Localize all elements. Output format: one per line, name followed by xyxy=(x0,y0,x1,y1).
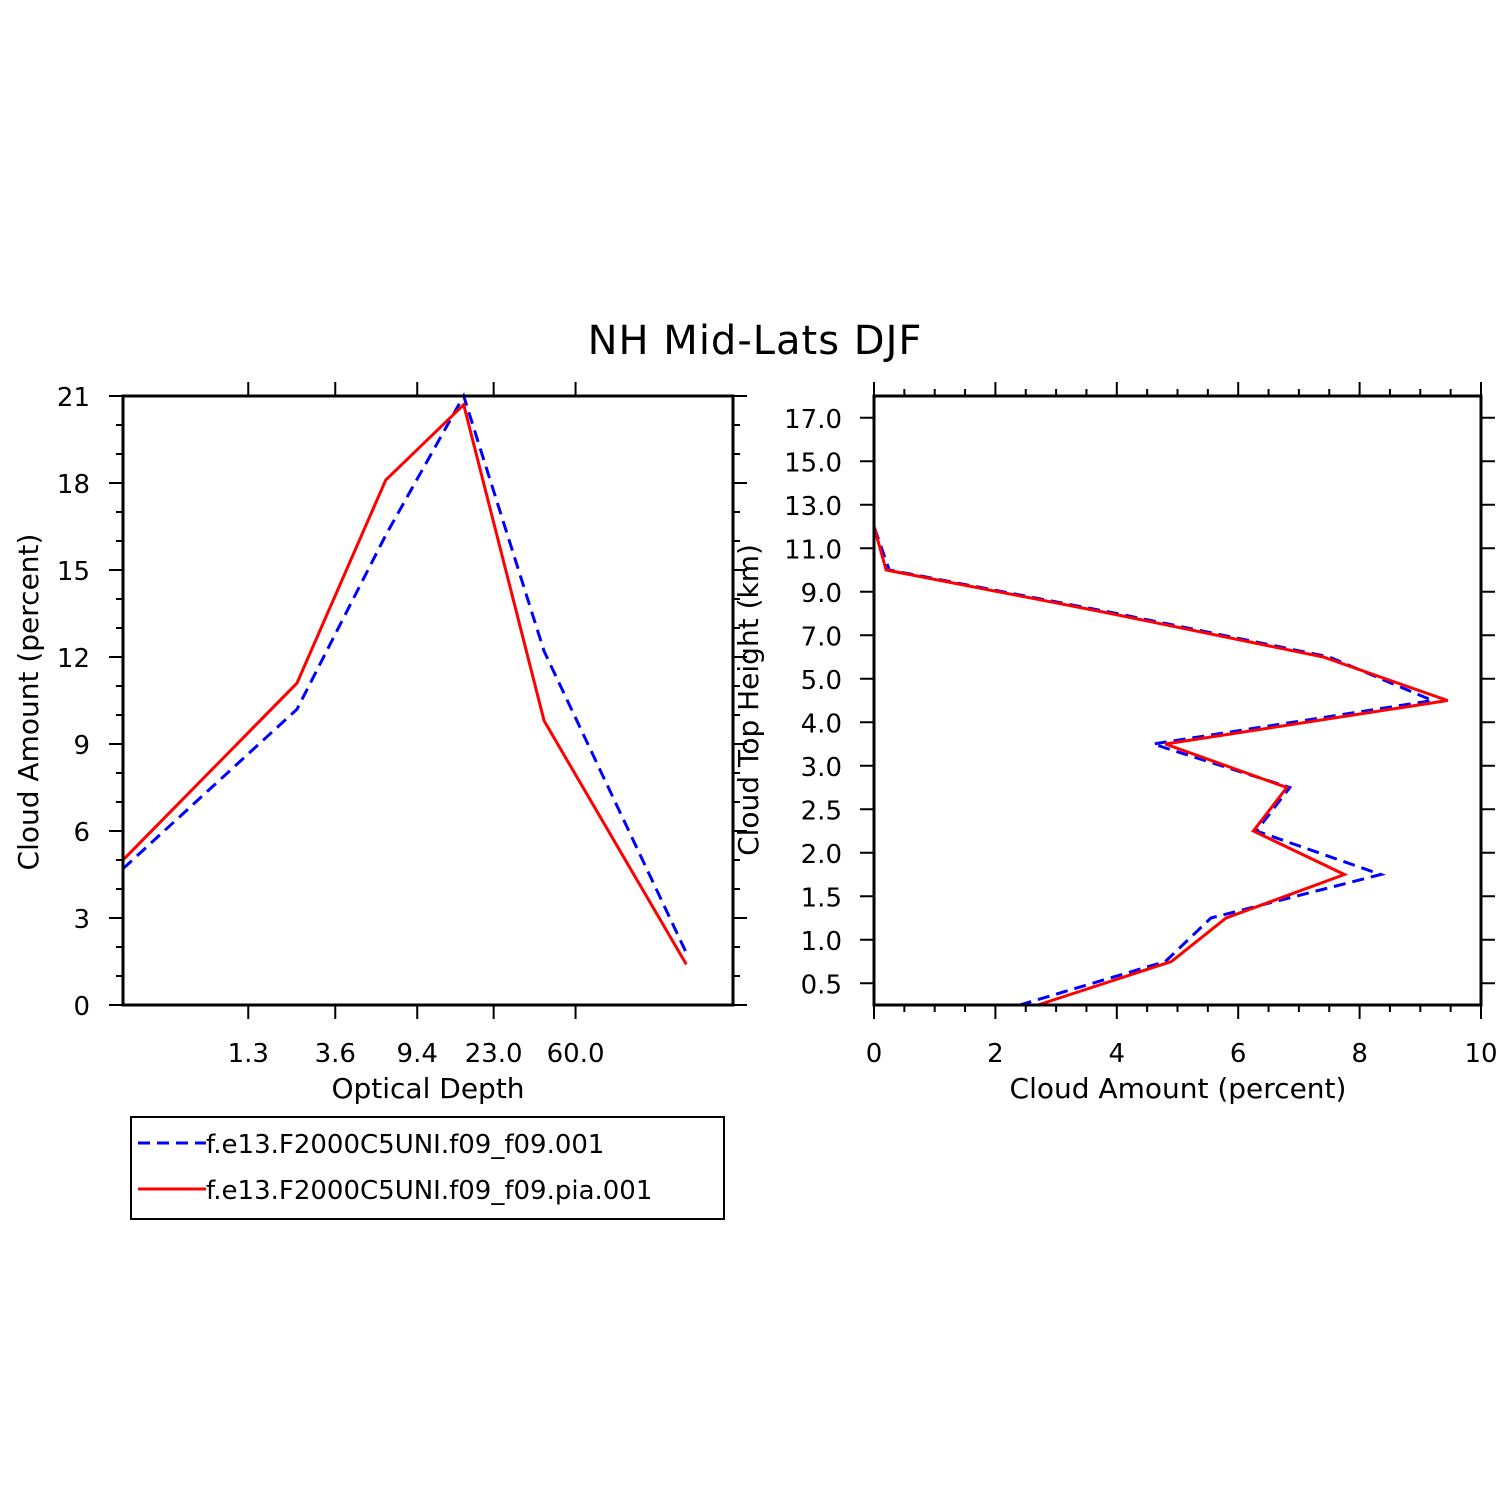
left-x-tick-label: 60.0 xyxy=(547,1039,605,1069)
right-y-tick-label: 7.0 xyxy=(801,622,842,652)
right-series-2-line xyxy=(872,439,1449,1007)
right-x-tick-label: 0 xyxy=(866,1039,883,1069)
right-y-tick-label: 3.0 xyxy=(801,753,842,783)
right-x-tick-label: 4 xyxy=(1109,1039,1126,1069)
figure-title: NH Mid-Lats DJF xyxy=(588,318,923,364)
right-x-axis-label: Cloud Amount (percent) xyxy=(1010,1072,1347,1105)
left-y-tick-label: 21 xyxy=(57,383,90,413)
right-y-tick-label: 1.0 xyxy=(801,927,842,957)
right-x-tick-label: 10 xyxy=(1464,1039,1497,1069)
right-y-tick-label: 4.0 xyxy=(801,709,842,739)
left-y-tick-label: 12 xyxy=(57,644,90,674)
right-panel: 0 2 4 6 8 10 0.5 1.0 1.5 2.0 2.5 3.0 4.0 5.0 7.0 9.0 11… xyxy=(732,382,1498,1105)
left-y-axis-label: Cloud Amount (percent) xyxy=(12,534,45,871)
left-x-tick-label: 3.6 xyxy=(315,1039,356,1069)
right-y-tick-label: 5.0 xyxy=(801,666,842,696)
right-y-tick-label: 13.0 xyxy=(784,492,842,522)
right-series-1-line xyxy=(872,439,1438,1007)
right-y-axis-label: Cloud Top Height (km) xyxy=(732,544,765,856)
left-plot-frame xyxy=(121,394,735,1007)
right-y-tick-label: 2.0 xyxy=(801,840,842,870)
right-x-tick-label: 6 xyxy=(1230,1039,1247,1069)
right-y-tick-label: 2.5 xyxy=(801,796,842,826)
left-x-tick-label: 1.3 xyxy=(228,1039,269,1069)
right-x-tick-labels: 0 2 4 6 8 10 xyxy=(866,1039,1498,1069)
left-series-group xyxy=(121,392,688,966)
right-plot-frame xyxy=(872,394,1483,1007)
legend: f.e13.F2000C5UNI.f09_f09.001 f.e13.F2000… xyxy=(130,1116,725,1220)
left-x-axis-label: Optical Depth xyxy=(331,1072,524,1105)
left-y-tick-label: 9 xyxy=(73,731,90,761)
left-x-tick-label: 23.0 xyxy=(465,1039,523,1069)
left-x-tick-labels: 1.3 3.6 9.4 23.0 60.0 xyxy=(228,1039,605,1069)
left-y-tick-label: 0 xyxy=(73,992,90,1022)
left-y-tick-labels: 0 3 6 9 12 15 18 21 xyxy=(57,383,90,1022)
right-y-tick-label: 15.0 xyxy=(784,448,842,478)
legend-box xyxy=(130,1116,725,1220)
right-y-tick-label: 11.0 xyxy=(784,535,842,565)
right-x-tick-label: 8 xyxy=(1351,1039,1368,1069)
left-y-tick-label: 18 xyxy=(57,470,90,500)
right-y-tick-label: 9.0 xyxy=(801,579,842,609)
legend-label-2: f.e13.F2000C5UNI.f09_f09.pia.001 xyxy=(206,1176,652,1206)
right-x-tick-label: 2 xyxy=(987,1039,1004,1069)
left-series-2-line xyxy=(121,401,688,966)
right-ticks-group xyxy=(860,382,1495,1019)
left-panel: 1.3 3.6 9.4 23.0 60.0 0 3 6 9 12 15 18 21 Optical D… xyxy=(12,382,747,1105)
left-x-tick-label: 9.4 xyxy=(397,1039,438,1069)
right-series-group xyxy=(872,439,1449,1007)
left-y-tick-label: 15 xyxy=(57,557,90,587)
right-y-tick-label: 17.0 xyxy=(784,405,842,435)
legend-label-1: f.e13.F2000C5UNI.f09_f09.001 xyxy=(206,1130,604,1160)
left-y-tick-label: 6 xyxy=(73,818,90,848)
right-y-tick-label: 0.5 xyxy=(801,970,842,1000)
right-y-tick-label: 1.5 xyxy=(801,883,842,913)
left-series-1-line xyxy=(121,392,688,954)
left-ticks-group xyxy=(109,382,747,1019)
left-y-tick-label: 3 xyxy=(73,905,90,935)
right-y-tick-labels: 0.5 1.0 1.5 2.0 2.5 3.0 4.0 5.0 7.0 9.0 11.0 13.0 15… xyxy=(784,405,842,1001)
